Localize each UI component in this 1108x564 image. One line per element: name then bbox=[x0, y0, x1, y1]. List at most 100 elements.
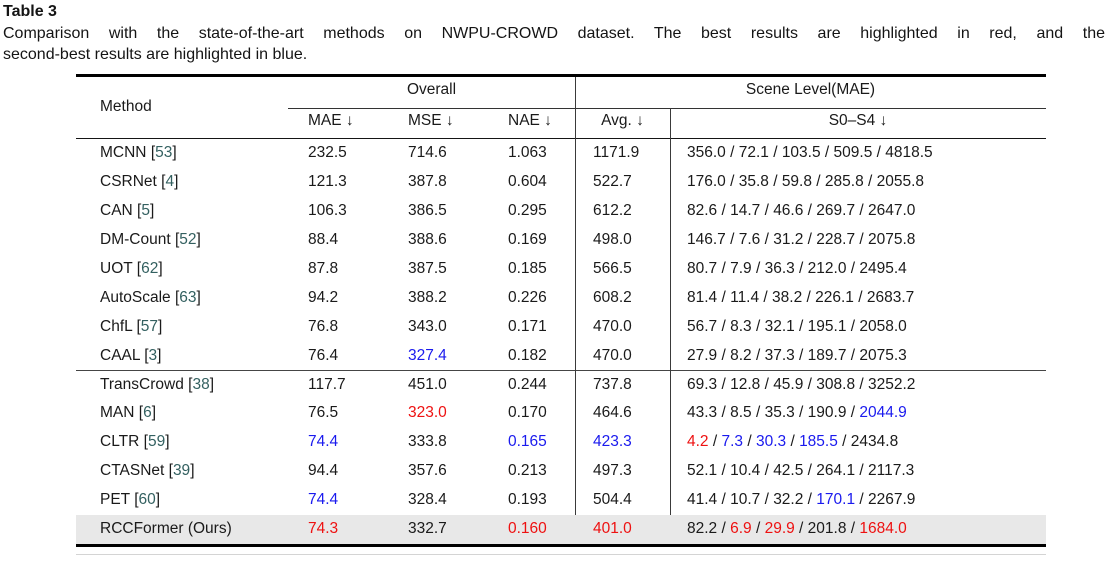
s0-s4-cell: 56.7 / 8.3 / 32.1 / 195.1 / 2058.0 bbox=[670, 318, 1046, 336]
mse-cell: 387.8 bbox=[398, 173, 498, 191]
citation-bracket: [ bbox=[144, 346, 149, 364]
slash-separator: / bbox=[751, 317, 765, 335]
slash-separator: / bbox=[751, 346, 765, 364]
nae-cell: 0.160 bbox=[498, 520, 575, 538]
citation-number: 60 bbox=[138, 491, 156, 509]
method-name: CTASNet bbox=[100, 462, 165, 480]
avg-value: 1171.9 bbox=[593, 144, 640, 162]
mae-value: 88.4 bbox=[308, 231, 339, 249]
method-cell: CSRNet [4] bbox=[76, 173, 288, 191]
mae-cell: 232.5 bbox=[288, 144, 398, 162]
citation-bracket: ] bbox=[149, 202, 155, 220]
avg-cell: 497.3 bbox=[575, 462, 670, 480]
scene-value-s2: 45.9 bbox=[773, 375, 804, 393]
avg-cell: 522.7 bbox=[575, 173, 670, 191]
vertical-rule-avg-s0s4 bbox=[670, 107, 672, 544]
method-cell: PET [60] bbox=[76, 491, 288, 509]
table-bottom-rule bbox=[76, 544, 1046, 547]
slash-separator: / bbox=[760, 491, 774, 509]
mae-cell: 76.8 bbox=[288, 318, 398, 336]
citation-bracket: ] bbox=[158, 260, 163, 277]
citation-bracket: [ bbox=[136, 260, 142, 277]
scene-value-s4: 4818.5 bbox=[885, 144, 933, 162]
slash-separator: / bbox=[811, 173, 825, 191]
nae-value: 0.165 bbox=[508, 433, 547, 451]
citation-bracket: ] bbox=[151, 404, 157, 422]
slash-separator: / bbox=[717, 462, 731, 480]
s0-s4-cell: 43.3 / 8.5 / 35.3 / 190.9 / 2044.9 bbox=[670, 404, 1046, 422]
avg-cell: 566.5 bbox=[575, 260, 670, 278]
group-separator-rule bbox=[76, 370, 1046, 372]
s0-s4-cell: 52.1 / 10.4 / 42.5 / 264.1 / 2117.3 bbox=[670, 462, 1046, 480]
nae-cell: 0.226 bbox=[498, 289, 575, 307]
citation-bracket: ] bbox=[158, 317, 163, 335]
slash-separator: / bbox=[846, 520, 860, 538]
table-row: RCCFormer (Ours) 74.3 332.7 0.160 401.0 82.2 … bbox=[76, 514, 1046, 544]
avg-cell: 1171.9 bbox=[575, 144, 670, 162]
citation-bracket: [ bbox=[134, 491, 139, 509]
mae-cell: 94.4 bbox=[288, 462, 398, 480]
citation-bracket: ] bbox=[174, 173, 179, 191]
avg-cell: 608.2 bbox=[575, 289, 670, 307]
nae-value: 0.193 bbox=[508, 491, 547, 509]
s0-s4-cell: 81.4 / 11.4 / 38.2 / 226.1 / 2683.7 bbox=[670, 289, 1046, 307]
citation-bracket: ] bbox=[165, 433, 170, 451]
mse-cell: 327.4 bbox=[398, 347, 498, 365]
method-name: TransCrowd bbox=[100, 375, 184, 393]
method-name: PET bbox=[100, 491, 130, 509]
slash-separator: / bbox=[846, 404, 860, 422]
mae-cell: 87.8 bbox=[288, 260, 398, 278]
scene-value-s0: 81.4 bbox=[687, 288, 718, 306]
method-name: AutoScale bbox=[100, 288, 171, 306]
table-row: ChfL [57] 76.8 343.0 0.171 470.0 56.7 / 8.3 /… bbox=[76, 312, 1046, 341]
mse-value: 333.8 bbox=[408, 433, 447, 451]
nae-cell: 0.295 bbox=[498, 202, 575, 220]
method-cell: TransCrowd [38] bbox=[76, 376, 288, 394]
slash-separator: / bbox=[872, 144, 886, 162]
mae-cell: 76.5 bbox=[288, 404, 398, 422]
nae-value: 0.295 bbox=[508, 202, 547, 220]
avg-value: 470.0 bbox=[593, 317, 632, 335]
avg-value: 423.3 bbox=[593, 433, 632, 451]
scene-value-s4: 3252.2 bbox=[868, 375, 916, 393]
slash-separator: / bbox=[855, 375, 868, 393]
scene-group-underline bbox=[575, 107, 1046, 109]
slash-separator: / bbox=[759, 288, 773, 306]
header-nae: NAE ↓ bbox=[508, 112, 552, 129]
slash-separator: / bbox=[855, 231, 869, 249]
citation-bracket: ] bbox=[172, 144, 177, 162]
citation-bracket: [ bbox=[138, 404, 144, 422]
slash-separator: / bbox=[760, 231, 774, 249]
table-row: AutoScale [63] 94.2 388.2 0.226 608.2 81.4 / … bbox=[76, 283, 1046, 312]
s0-s4-cell: 82.2 / 6.9 / 29.9 / 201.8 / 1684.0 bbox=[670, 520, 1046, 538]
avg-value: 497.3 bbox=[593, 462, 632, 480]
method-cell: UOT [62] bbox=[76, 260, 288, 278]
mse-value: 714.6 bbox=[408, 144, 447, 162]
mae-cell: 74.4 bbox=[288, 433, 398, 451]
citation-bracket: ] bbox=[190, 462, 195, 480]
scene-value-s0: 69.3 bbox=[687, 375, 718, 393]
mae-value: 94.4 bbox=[308, 462, 339, 480]
mse-value: 386.5 bbox=[408, 202, 447, 220]
avg-cell: 470.0 bbox=[575, 318, 670, 336]
mse-cell: 328.4 bbox=[398, 491, 498, 509]
scene-value-s2: 103.5 bbox=[781, 144, 821, 162]
scene-value-s3: 185.5 bbox=[799, 433, 838, 451]
scene-value-s2: 31.2 bbox=[773, 231, 804, 249]
scene-value-s4: 2647.0 bbox=[868, 202, 916, 220]
citation-bracket: ] bbox=[196, 288, 201, 306]
slash-separator: / bbox=[760, 202, 774, 220]
method-cell: RCCFormer (Ours) bbox=[76, 520, 288, 538]
mse-cell: 332.7 bbox=[398, 520, 498, 538]
method-name: RCCFormer (Ours) bbox=[100, 520, 232, 538]
scene-value-s0: 43.3 bbox=[687, 404, 718, 422]
slash-separator: / bbox=[794, 520, 808, 538]
avg-value: 470.0 bbox=[593, 346, 632, 364]
mae-cell: 76.4 bbox=[288, 347, 398, 365]
scene-value-s4: 2683.7 bbox=[866, 288, 915, 306]
method-cell: CAAL [3] bbox=[76, 347, 288, 365]
mse-cell: 388.6 bbox=[398, 231, 498, 249]
mse-cell: 451.0 bbox=[398, 376, 498, 394]
mae-value: 76.8 bbox=[308, 317, 339, 335]
s0-s4-cell: 356.0 / 72.1 / 103.5 / 509.5 / 4818.5 bbox=[670, 144, 1046, 162]
